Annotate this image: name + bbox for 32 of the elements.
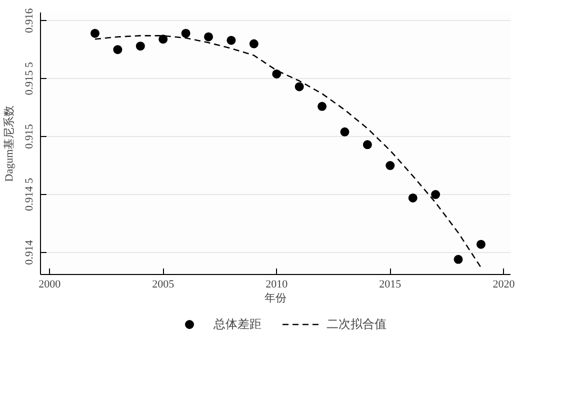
point — [362, 140, 372, 150]
point — [386, 161, 395, 170]
point — [454, 254, 463, 264]
point — [249, 39, 258, 48]
point — [226, 36, 236, 45]
point — [204, 32, 214, 42]
point — [476, 240, 486, 249]
point — [181, 28, 190, 38]
y-tick-label: 0.915 — [24, 124, 36, 149]
y-tick-label: 0.916 — [24, 8, 36, 33]
point — [272, 69, 282, 78]
point — [113, 45, 122, 54]
y-tick-label: 0.915 5 — [24, 62, 36, 96]
x-tick-label: 2010 — [266, 278, 288, 290]
y-tick-label: 0.914 — [24, 240, 36, 265]
legend-label: 二次拟合值 — [326, 316, 386, 332]
x-tick-label: 2000 — [38, 278, 62, 290]
x-tick-label: 2005 — [152, 278, 175, 290]
x-axis-title: 年份 — [264, 292, 286, 304]
point — [158, 34, 168, 44]
point — [90, 28, 100, 38]
point — [136, 42, 145, 51]
point — [340, 127, 350, 136]
y-tick-label: 0.914 5 — [24, 178, 36, 212]
point — [431, 190, 440, 199]
x-tick-label: 2015 — [379, 278, 402, 290]
y-axis-title: Dagum基尼系数 — [2, 105, 16, 182]
x-tick-label: 2020 — [492, 278, 516, 290]
point — [318, 102, 327, 111]
point — [408, 193, 418, 202]
point — [294, 82, 304, 92]
legend-label: 总体差距 — [214, 316, 262, 332]
